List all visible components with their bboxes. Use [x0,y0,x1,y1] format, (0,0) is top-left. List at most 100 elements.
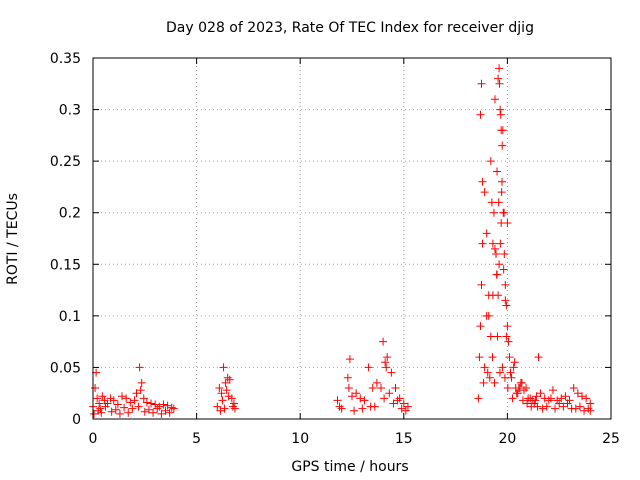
data-point [506,368,515,377]
x-tick-label: 5 [192,431,201,447]
data-point [222,386,231,395]
data-point [95,399,104,408]
data-point [403,402,412,411]
data-point [499,265,508,274]
data-point [216,406,225,415]
y-tick-label: 0.2 [59,206,81,222]
data-point [479,378,488,387]
data-point [230,404,239,413]
data-point [135,363,144,372]
data-point [223,373,232,382]
data-point [496,105,505,114]
data-point [489,208,498,217]
data-point [526,394,535,403]
plot-frame [92,57,612,420]
data-point [488,353,497,362]
data-point [149,408,158,417]
data-point [493,167,502,176]
data-point [107,407,116,416]
data-point [510,358,519,367]
y-tick-label: 0 [72,412,81,428]
data-point [494,198,503,207]
data-point [500,249,509,258]
data-point [144,405,153,414]
data-point [542,402,551,411]
data-point [383,353,392,362]
data-point [120,403,129,412]
data-point [350,406,359,415]
data-point [345,355,354,364]
data-point [134,402,143,411]
data-point [487,198,496,207]
data-point [366,402,375,411]
data-point [495,368,504,377]
data-point [213,402,222,411]
data-point [335,402,344,411]
data-point [559,402,568,411]
data-point [501,280,510,289]
data-point [569,384,578,393]
data-point [113,400,122,409]
data-point [476,322,485,331]
data-point [157,409,166,418]
data-point [478,177,487,186]
data-point [501,296,510,305]
data-point [115,409,124,418]
data-point [522,384,531,393]
data-point [490,378,499,387]
data-point [136,386,145,395]
data-point [494,74,503,83]
data-point [111,405,120,414]
axis-ticks: 0 5 10 15 20 25 0 0.05 0.1 0.15 0.2 0.25 0.3 0.35 [50,51,620,447]
data-point [480,188,489,197]
data-point [482,229,491,238]
data-point [139,394,148,403]
y-axis-label: ROTI / TECUs [5,193,21,285]
data-point [495,79,504,88]
data-point [380,394,389,403]
data-point [385,389,394,398]
data-point [544,396,553,405]
data-point [389,399,398,408]
data-point [538,404,547,413]
data-point [534,353,543,362]
data-point [485,373,494,382]
data-point [571,404,580,413]
data-point [557,394,566,403]
x-tick-label: 0 [89,431,98,447]
data-point [217,389,226,398]
data-point [586,399,595,408]
data-points [89,64,595,418]
data-point [151,400,160,409]
grid-lines [93,58,611,419]
data-point [344,384,353,393]
data-point [475,353,484,362]
data-point [387,368,396,377]
data-point [377,384,386,393]
data-point [496,110,505,119]
chart-title: Day 028 of 2023, Rate Of TEC Index for r… [166,20,534,36]
data-point [561,392,570,401]
data-point [93,394,102,403]
data-point [358,404,367,413]
data-point [492,270,501,279]
y-tick-label: 0.35 [50,51,81,67]
data-point [498,141,507,150]
data-point [101,402,110,411]
data-point [505,353,514,362]
data-point [496,239,505,248]
data-point [381,358,390,367]
y-tick-label: 0.1 [59,309,81,325]
data-point [397,404,406,413]
data-point [215,384,224,393]
y-tick-label: 0.05 [50,360,81,376]
data-point [523,399,532,408]
data-point [580,406,589,415]
data-point [500,208,509,217]
data-point [474,394,483,403]
data-point [372,378,381,387]
data-point [401,406,410,415]
data-point [337,404,346,413]
data-point [165,408,174,417]
data-point [98,392,107,401]
